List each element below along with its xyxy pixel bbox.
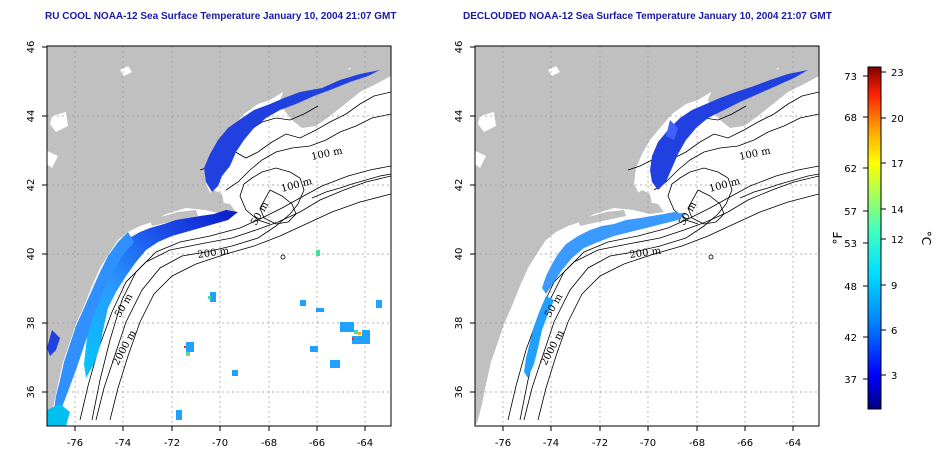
lon-tick-label: -76: [67, 438, 83, 449]
depth-label: 200 m: [629, 246, 662, 261]
right-panel-title: DECLOUDED NOAA-12 Sea Surface Temperatur…: [463, 11, 832, 22]
lat-tick-label: 42: [26, 179, 37, 192]
lat-tick-label: 44: [26, 110, 37, 123]
fahrenheit-tick: 37: [844, 375, 857, 386]
lon-tick-label: -64: [785, 438, 801, 449]
celsius-tick: 14: [891, 205, 904, 216]
lon-tick-label: -74: [543, 438, 559, 449]
lat-tick-label: 44: [454, 110, 465, 123]
fahrenheit-tick: 68: [844, 113, 857, 124]
fahrenheit-tick: 73: [844, 72, 857, 83]
lat-tick-label: 36: [26, 386, 37, 399]
celsius-tick: 12: [891, 235, 904, 246]
lat-tick-label: 42: [454, 179, 465, 192]
lon-tick-label: -68: [261, 438, 277, 449]
lat-tick-label: 46: [26, 41, 37, 54]
fahrenheit-tick: 57: [844, 207, 857, 218]
lat-tick-label: 36: [454, 386, 465, 399]
fahrenheit-unit-label: °F: [831, 231, 845, 244]
lon-tick-label: -68: [689, 438, 705, 449]
fahrenheit-tick: 48: [844, 282, 857, 293]
celsius-tick: 17: [891, 159, 904, 170]
left-lat-axis: 46 44 42 40 38 36: [26, 41, 47, 399]
celsius-tick: 3: [891, 371, 897, 382]
lat-tick-label: 40: [454, 248, 465, 261]
celsius-tick: 9: [891, 281, 897, 292]
lon-tick-label: -70: [640, 438, 656, 449]
right-lat-axis: 46 44 42 40 38 36: [454, 41, 475, 399]
lat-tick-label: 40: [26, 248, 37, 261]
right-map-frame: [474, 45, 820, 427]
fahrenheit-tick: 53: [844, 239, 857, 250]
lon-tick-label: -66: [737, 438, 753, 449]
lon-tick-label: -76: [495, 438, 511, 449]
lon-tick-label: -72: [164, 438, 180, 449]
celsius-tick: 20: [891, 114, 904, 125]
celsius-tick: 23: [891, 68, 904, 79]
right-map: [475, 46, 819, 426]
depth-label: 200 m: [197, 246, 230, 261]
lat-tick-label: 38: [26, 317, 37, 330]
lon-tick-label: -70: [212, 438, 228, 449]
lon-tick-label: -74: [115, 438, 131, 449]
lat-tick-label: 38: [454, 317, 465, 330]
left-lon-axis: -76 -74 -72 -70 -68 -66 -64: [67, 426, 373, 449]
fahrenheit-tick: 42: [844, 333, 857, 344]
celsius-tick: 6: [891, 326, 897, 337]
left-map-frame: [46, 45, 392, 427]
celsius-unit-label: °C: [919, 231, 933, 245]
left-panel-title: RU COOL NOAA-12 Sea Surface Temperature …: [45, 11, 397, 22]
colorbar: 73 68 62 57 53 48 42 37 23 20 17 14 12 9…: [831, 66, 933, 410]
lat-tick-label: 46: [454, 41, 465, 54]
fahrenheit-tick: 62: [844, 164, 857, 175]
lon-tick-label: -72: [592, 438, 608, 449]
right-lon-axis: -76 -74 -72 -70 -68 -66 -64: [495, 426, 801, 449]
lon-tick-label: -66: [309, 438, 325, 449]
lon-tick-label: -64: [357, 438, 373, 449]
left-map: [47, 46, 391, 426]
colorbar-gradient: [867, 66, 882, 410]
